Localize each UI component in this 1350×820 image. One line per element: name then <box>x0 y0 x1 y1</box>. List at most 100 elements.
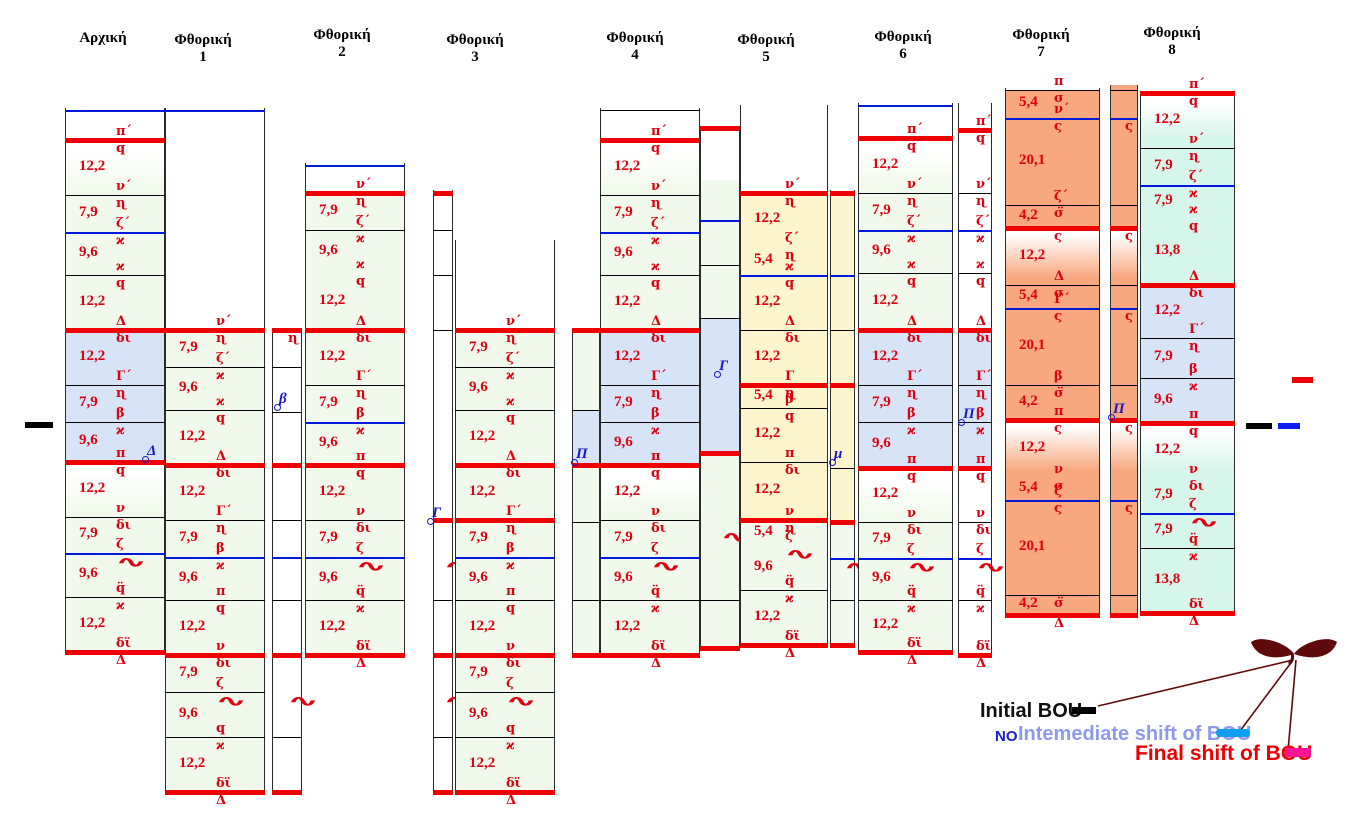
column-header-number: 4 <box>631 47 639 63</box>
interval-cell: 12,2 <box>166 600 264 655</box>
boundary-line-red <box>740 191 828 196</box>
note-symbol-below: Δ <box>216 793 227 808</box>
boundary-line-blk <box>858 600 953 601</box>
boundary-line-blk <box>65 385 165 386</box>
boundary-line-blu <box>1110 500 1138 502</box>
interval-cell: 7,9 <box>1141 148 1234 185</box>
interval-value: 12,2 <box>614 347 641 364</box>
note-symbol-above: ν´ <box>651 179 667 194</box>
interval-value: 12,2 <box>79 614 106 631</box>
legend-intermediate-shift-label: Intemediate shift of BOU <box>1018 723 1252 745</box>
boundary-line-blu <box>1110 118 1138 120</box>
boundary-line-red <box>1005 418 1100 423</box>
interval-cell: 12,2 <box>601 600 699 655</box>
note-symbol-above: ζ <box>785 529 793 544</box>
boundary-line-red <box>830 191 855 196</box>
boundary-line-red <box>572 328 600 333</box>
note-symbol-below: δι <box>356 521 371 536</box>
interval-cell: 12,2 <box>66 275 164 330</box>
note-symbol-above: β <box>651 406 660 421</box>
note-symbol-below: σ̈ <box>1054 386 1064 401</box>
note-symbol-below: q <box>356 274 366 289</box>
boundary-line-red <box>700 126 740 131</box>
note-symbol-below: σ̈ <box>1054 206 1064 221</box>
interval-cell: 7,9 <box>166 520 264 557</box>
note-symbol-above: π <box>785 446 795 461</box>
note-symbol-above: Γ´ <box>907 369 923 384</box>
note-symbol-below: ϰ <box>976 423 985 438</box>
note-symbol-above: q̈ <box>356 584 366 599</box>
interval-cell: 9,6 <box>601 422 699 465</box>
note-symbol-above: π <box>1054 74 1064 89</box>
interval-value: 12,2 <box>469 617 496 634</box>
interval-cell: 7,9 <box>456 330 554 367</box>
legend-final-shift-swatch <box>1285 748 1311 757</box>
note-symbol-below: q <box>116 276 126 291</box>
column-header-number: 3 <box>471 49 479 65</box>
boundary-line-red <box>65 138 165 143</box>
note-symbol-above: q <box>506 721 516 736</box>
note-symbol-above: β <box>116 406 125 421</box>
boundary-line-blk <box>1005 90 1100 91</box>
boundary-line-blk <box>165 410 265 411</box>
note-symbol-above: ζ <box>1189 497 1197 512</box>
interval-value: 9,6 <box>469 568 488 585</box>
note-symbol-below: Δ <box>976 656 987 671</box>
note-symbol-below: δι <box>116 331 131 346</box>
interval-value: 9,6 <box>179 568 198 585</box>
note-symbol-above: ϰ <box>651 259 660 274</box>
phthora-mark-circle <box>1108 414 1115 421</box>
column-header-number: 2 <box>338 44 346 60</box>
boundary-line-blu <box>830 275 855 277</box>
note-symbol-below: ɳ <box>651 196 661 211</box>
column-header-4: Φθορική 4 <box>580 30 690 64</box>
interval-value: 9,6 <box>872 241 891 258</box>
column-header-5: Φθορική 5 <box>711 32 821 66</box>
interval-value: 9,6 <box>319 568 338 585</box>
interval-cell: 9,6 <box>66 232 164 275</box>
interval-cell: 9,6 <box>1141 378 1234 423</box>
note-symbol-above: ν´ <box>356 177 372 192</box>
interval-value: 7,9 <box>79 393 98 410</box>
boundary-line-red <box>958 328 992 333</box>
note-symbol-below: q <box>785 409 795 424</box>
interval-cell: 4,2 <box>1006 385 1099 420</box>
interval-cell: 9,6 <box>166 367 264 410</box>
boundary-line-blu <box>1005 308 1100 310</box>
interval-value: 4,2 <box>1019 206 1038 223</box>
note-symbol-above: ζ´ <box>356 214 371 229</box>
interval-value: 20,1 <box>1019 336 1046 353</box>
note-symbol-below: q <box>651 276 661 291</box>
note-symbol-below: Δ <box>356 656 367 671</box>
interval-value: 12,2 <box>614 617 641 634</box>
interval-cell: 12,2 <box>166 410 264 465</box>
interval-cell: 5,4 <box>741 520 827 545</box>
interval-cell: 9,6 <box>306 557 404 600</box>
col-fthoriki-2: 7,9 9,6 12,2 12,2 7,9 9,6 12,2 7,9 9,6 12,2 ν´ ɳ ζ´ ϰ… <box>305 163 405 670</box>
interval-value: 9,6 <box>79 432 98 448</box>
psifiston-symbol <box>1251 639 1337 666</box>
note-symbol-below: ∿ <box>1189 515 1219 530</box>
note-symbol-below: q <box>907 139 917 154</box>
note-symbol-below: δι <box>785 463 800 478</box>
boundary-line-red <box>958 653 992 658</box>
interval-cell: 9,6 <box>306 230 404 273</box>
interval-cell: 12,2 <box>601 465 699 520</box>
boundary-line-blk <box>455 692 555 693</box>
interval-value: 7,9 <box>872 201 891 218</box>
note-symbol-above: δϊ <box>907 636 922 651</box>
boundary-line-red <box>830 643 855 648</box>
note-symbol-above: δϊ <box>216 776 231 791</box>
column-header-label: Φθορική <box>174 32 232 48</box>
note-symbol-below: ϰ <box>356 423 365 438</box>
boundary-line-blk <box>958 385 992 386</box>
note-symbol-below: Δ <box>907 653 918 668</box>
note-symbol-below: δι <box>907 523 922 538</box>
note-symbol-above: ν <box>1189 462 1199 477</box>
note-symbol-above: β <box>907 406 916 421</box>
phthora-mark-circle <box>274 404 281 411</box>
interval-value: 12,2 <box>1154 440 1181 457</box>
interval-value: 7,9 <box>614 528 633 545</box>
boundary-line-blk <box>433 600 453 601</box>
column-header-3: Φθορική 3 <box>420 32 530 66</box>
